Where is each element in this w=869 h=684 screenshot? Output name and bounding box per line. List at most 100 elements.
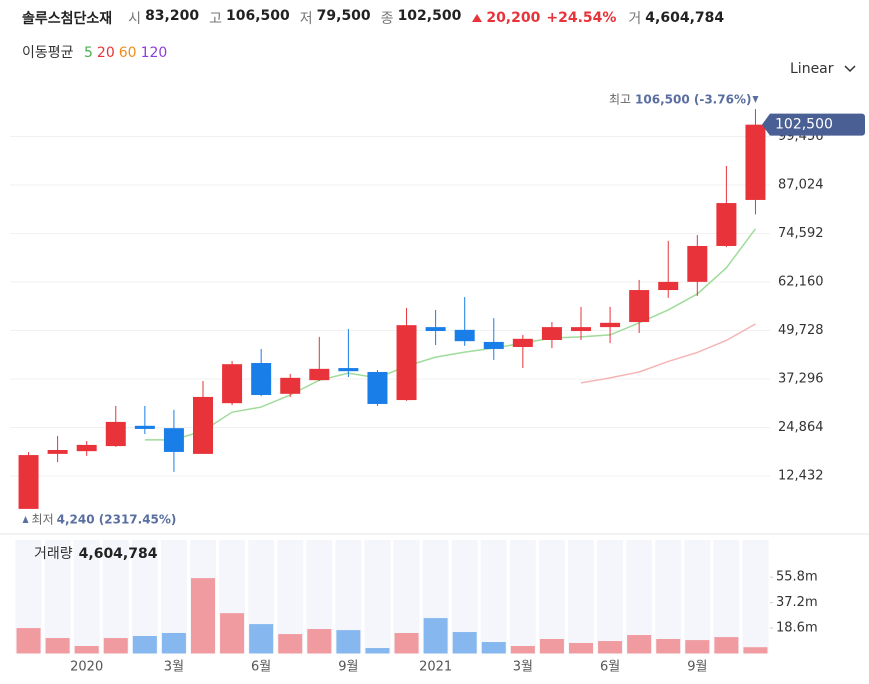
ma-legend-item: 5 xyxy=(83,45,93,61)
field-value: 79,500 xyxy=(316,8,371,24)
candle-body xyxy=(716,203,737,246)
y-tick-label: 18.6m xyxy=(776,621,818,636)
y-tick-label: 55.8m xyxy=(776,570,818,585)
candle-body xyxy=(571,327,591,332)
candle-body xyxy=(163,428,184,452)
volume-bar xyxy=(539,639,564,654)
volume-bar xyxy=(103,638,128,654)
ma-legend-item: 20 xyxy=(96,45,115,61)
change-pct: +24.54% xyxy=(546,10,617,26)
volume-bar xyxy=(278,634,303,654)
candle-body xyxy=(454,329,475,342)
volume-bar xyxy=(74,645,99,654)
last-price-tag xyxy=(762,113,865,136)
high-marker xyxy=(752,96,759,104)
column-bg xyxy=(102,540,129,654)
field-value: 106,500 xyxy=(225,8,290,24)
candle-body xyxy=(745,124,766,200)
x-tick-label: 3월 xyxy=(164,660,184,675)
candle-body xyxy=(629,290,650,323)
candle-body xyxy=(280,377,301,394)
x-tick-label: 2021 xyxy=(419,660,452,675)
y-tick-label: 37,296 xyxy=(778,372,824,387)
x-tick-label: 2020 xyxy=(70,660,103,675)
low-annotation-label: 최저 xyxy=(32,512,54,526)
last-price-label: 102,500 xyxy=(775,117,833,133)
column-bg xyxy=(597,540,624,654)
candle-body xyxy=(134,425,155,429)
column-bg xyxy=(713,540,740,654)
high-annotation-label: 최고 xyxy=(609,93,631,107)
candle-body xyxy=(658,281,679,291)
ma-line xyxy=(580,323,756,384)
low-marker xyxy=(22,515,29,523)
candle-body xyxy=(687,245,708,282)
volume-bar xyxy=(16,628,41,654)
ma-legend-item: 60 xyxy=(118,45,137,61)
candle-body xyxy=(18,455,39,509)
candle-body xyxy=(541,327,562,340)
ma-legend: 이동평균 5 20 60 120 xyxy=(22,42,171,62)
candle-body xyxy=(512,338,533,348)
x-tick-label: 9월 xyxy=(338,660,358,675)
column-bg xyxy=(73,540,100,654)
volume: 4,604,784 xyxy=(645,10,725,26)
y-tick-label: 87,024 xyxy=(778,178,824,193)
volume-bar xyxy=(627,635,652,654)
column-bg xyxy=(568,540,594,654)
candle-body xyxy=(309,368,330,381)
ma-legend-item: 120 xyxy=(140,45,168,61)
candle-body xyxy=(425,327,446,332)
column-bg xyxy=(655,540,682,654)
volume-bar xyxy=(220,613,245,654)
column-bg xyxy=(364,540,391,654)
candle-body xyxy=(222,364,243,404)
candle-body xyxy=(600,322,621,328)
candle-body xyxy=(483,341,504,349)
x-tick-label: 6월 xyxy=(600,660,620,675)
volume-bar xyxy=(394,632,419,654)
volume-bar xyxy=(481,642,506,654)
volume-bar xyxy=(685,640,710,654)
volume-bar xyxy=(307,629,332,654)
y-tick-label: 49,728 xyxy=(778,323,824,338)
column-bg xyxy=(131,540,158,654)
y-tick-label: 24,864 xyxy=(778,420,824,435)
ma-legend-label: 이동평균 xyxy=(22,45,74,61)
candle-body xyxy=(47,449,68,454)
volume-bar xyxy=(132,635,157,654)
column-bg xyxy=(480,540,507,654)
volume-bar xyxy=(569,642,593,654)
volume-bar xyxy=(714,637,739,654)
volume-bar xyxy=(191,578,215,654)
chevron[interactable] xyxy=(844,65,856,73)
volume-value: 4,604,784 xyxy=(79,546,158,562)
column-bg xyxy=(742,540,769,654)
y-tick-label: 37.2m xyxy=(776,595,818,610)
field-label: 고 xyxy=(209,11,222,27)
column-bg xyxy=(44,540,71,654)
candle-body xyxy=(193,396,213,454)
scale-label[interactable]: Linear xyxy=(790,61,834,77)
column-bg xyxy=(626,540,653,654)
column-bg xyxy=(538,540,565,654)
volume-bar xyxy=(598,641,623,654)
volume-bar xyxy=(656,639,681,654)
volume-title: 거래량 xyxy=(34,546,73,562)
field-value: 102,500 xyxy=(397,8,462,24)
candle-body xyxy=(338,368,359,372)
volume-bar xyxy=(365,648,390,654)
y-tick-label: 12,432 xyxy=(778,469,824,484)
field-value: 83,200 xyxy=(145,8,200,24)
volume-bar xyxy=(743,647,768,654)
scale-dropdown[interactable]: Linear xyxy=(790,61,856,77)
fields: 시 83,200 고 106,500 저 79,500 종 102,500 xyxy=(128,8,471,28)
volume-bar xyxy=(510,645,535,654)
candle-body xyxy=(367,371,388,404)
high-annotation-text: 106,500 (-3.76%) xyxy=(635,93,751,107)
candle-body xyxy=(105,421,126,447)
volume-bar xyxy=(45,638,70,654)
change: 20,200 xyxy=(486,10,541,26)
